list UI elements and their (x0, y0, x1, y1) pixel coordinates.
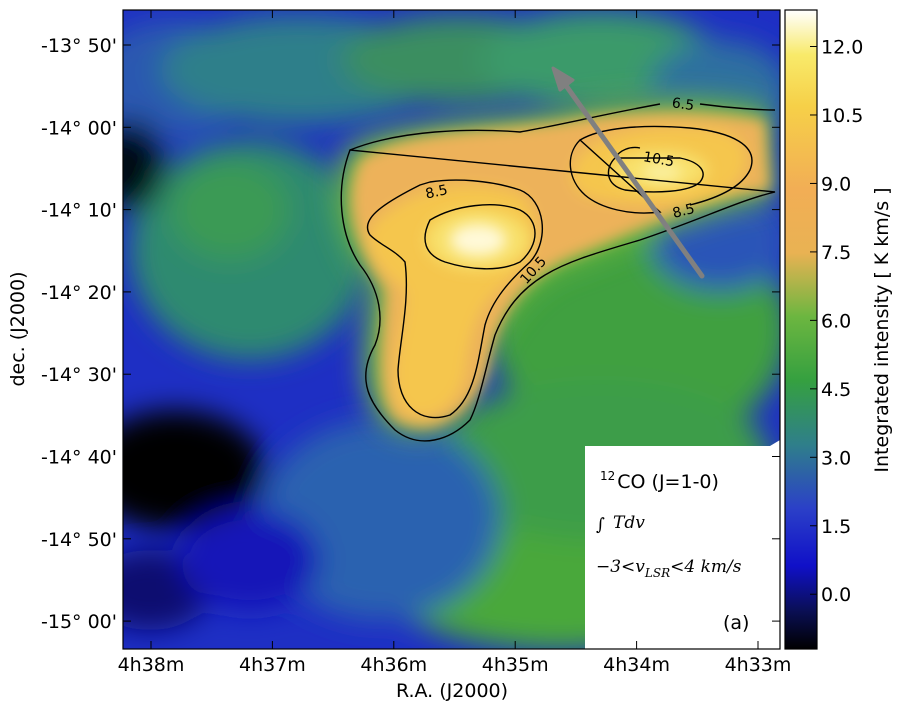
colorbar-axis: 12.0 10.5 9.0 7.5 6.0 4.5 3.0 1.5 0.0 (810, 37, 863, 606)
y-axis: -13° 50' -14° 00' -14° 10' -14° 20' -14° 30'… (41, 35, 780, 633)
legend-integrand: Tdv (613, 513, 645, 533)
legend: 12 CO (J=1-0) ∫ Tdv −3<vLSR<4 km/s (a) (596, 469, 749, 634)
x-tick-label: 4h38m (118, 654, 185, 676)
colorbar-tick-label: 7.5 (821, 242, 851, 264)
colorbar-label: Integrated intensity [ K km/s ] (871, 187, 893, 472)
y-tick-label: -13° 50' (41, 35, 117, 57)
contour-label-8.5-west: 8.5 (424, 182, 449, 202)
y-tick-label: -14° 00' (41, 117, 117, 139)
y-tick-label: -14° 40' (41, 447, 117, 469)
contour-label-6.5: 6.5 (671, 95, 695, 114)
contour-6.5 (340, 103, 776, 442)
colorbar-tick-label: 1.5 (821, 516, 851, 538)
colorbar-tick-label: 9.0 (821, 173, 851, 195)
colorbar-tick-label: 4.5 (821, 379, 851, 401)
y-tick-label: -15° 00' (41, 611, 117, 633)
colorbar-tick-label: 3.0 (821, 447, 851, 469)
y-tick-label: -14° 10' (41, 200, 117, 222)
contour-8.5-east (569, 125, 753, 214)
x-tick-label: 4h36m (360, 654, 427, 676)
colorbar (784, 9, 818, 650)
legend-box (585, 440, 780, 649)
heatmap-image: 6.5 8.5 10.5 10.5 8.5 (123, 10, 780, 649)
x-axis: 4h38m 4h37m 4h36m 4h35m 4h34m 4h33m (118, 10, 792, 676)
x-tick-label: 4h34m (603, 654, 670, 676)
legend-iso: 12 (600, 469, 615, 483)
contour-10.5-west (424, 204, 536, 270)
contour-label-10.5-east: 10.5 (642, 149, 675, 170)
colorbar-tick-label: 12.0 (821, 37, 863, 59)
x-axis-title: R.A. (J2000) (396, 680, 508, 702)
legend-range: −3<v (596, 557, 645, 577)
legend-range-tail: <4 km/s (670, 557, 742, 577)
x-tick-label: 4h37m (239, 654, 306, 676)
plot-frame (122, 9, 781, 650)
y-axis-title: dec. (J2000) (7, 271, 29, 386)
colorbar-tick-label: 0.0 (821, 584, 851, 606)
direction-arrow (551, 66, 705, 279)
legend-integral: ∫ (596, 515, 605, 535)
legend-range-sub: LSR (644, 566, 670, 580)
y-tick-label: -14° 20' (41, 282, 117, 304)
contour-label-8.5-east: 8.5 (671, 201, 696, 222)
panel-label: (a) (723, 612, 749, 634)
x-tick-label: 4h33m (725, 654, 792, 676)
y-tick-label: -14° 30' (41, 364, 117, 386)
contour-8.5-west (366, 179, 544, 419)
x-tick-label: 4h35m (482, 654, 549, 676)
colorbar-tick-label: 10.5 (821, 105, 863, 127)
colorbar-tick-label: 6.0 (821, 310, 851, 332)
y-tick-label: -14° 50' (41, 529, 117, 551)
svg-text:−3<vLSR<4 km/s: −3<vLSR<4 km/s (596, 557, 742, 580)
legend-line1: CO (J=1-0) (617, 471, 719, 493)
